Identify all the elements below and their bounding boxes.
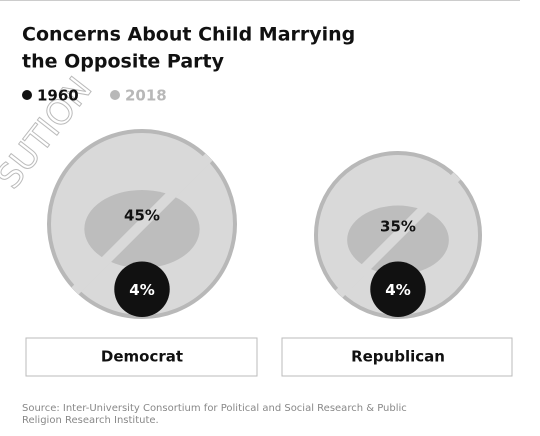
value-label: 45%: [124, 207, 160, 225]
source: Source: Inter-University Consortium for …: [22, 403, 407, 414]
legend-label: 1960: [37, 87, 79, 105]
prohibition-slash: [335, 172, 461, 298]
chart-title: the Opposite Party: [22, 51, 225, 73]
chart-title: Concerns About Child Marrying: [22, 24, 355, 46]
value-label: 4%: [129, 281, 154, 299]
bubble: [114, 261, 170, 318]
value-label: 4%: [385, 281, 410, 299]
category-label: Democrat: [101, 348, 183, 366]
legend-swatch: [22, 90, 32, 100]
bubble: [370, 261, 426, 318]
prohibition-slash: [71, 153, 213, 295]
value-label: 35%: [380, 217, 416, 235]
category-box: [25, 337, 258, 377]
category-box: [281, 337, 513, 377]
category-label: Republican: [351, 348, 445, 366]
legend-swatch: [110, 90, 120, 100]
legend-label: 2018: [125, 87, 167, 105]
source: Religion Research Institute.: [22, 415, 159, 426]
